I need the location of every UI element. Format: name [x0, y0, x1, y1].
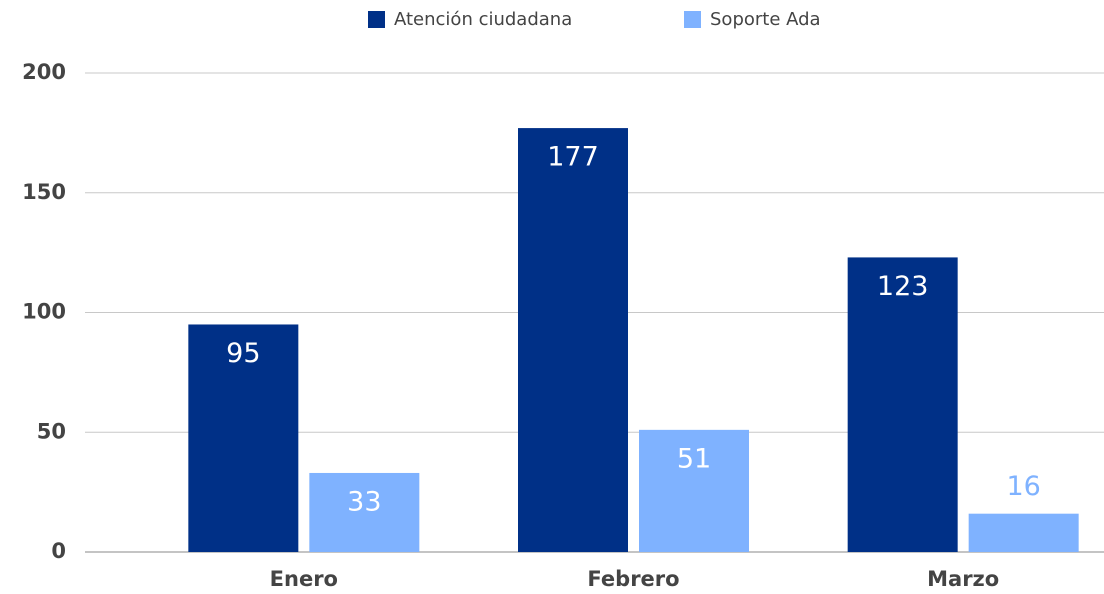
data-label: 123	[877, 271, 929, 302]
data-label: 51	[677, 443, 711, 474]
legend-swatch	[684, 11, 701, 28]
data-label: 177	[547, 142, 599, 173]
y-tick-label: 50	[37, 419, 66, 443]
data-label: 33	[347, 486, 381, 517]
bar	[309, 472, 420, 552]
x-tick-label: Febrero	[587, 567, 679, 591]
data-label: 16	[1006, 471, 1040, 502]
bar	[847, 257, 958, 552]
legend-label: Soporte Ada	[710, 9, 821, 30]
y-tick-label: 0	[51, 539, 66, 563]
bar	[968, 513, 1079, 552]
x-tick-label: Enero	[270, 567, 338, 591]
data-label: 95	[226, 338, 260, 369]
x-tick-label: Marzo	[927, 567, 999, 591]
bar	[188, 324, 299, 552]
y-tick-label: 100	[22, 300, 66, 324]
legend-swatch	[368, 11, 385, 28]
bar	[518, 128, 628, 552]
y-tick-label: 150	[22, 180, 66, 204]
legend-label: Atención ciudadana	[394, 9, 572, 30]
y-tick-label: 200	[22, 60, 66, 84]
bar	[639, 429, 749, 552]
